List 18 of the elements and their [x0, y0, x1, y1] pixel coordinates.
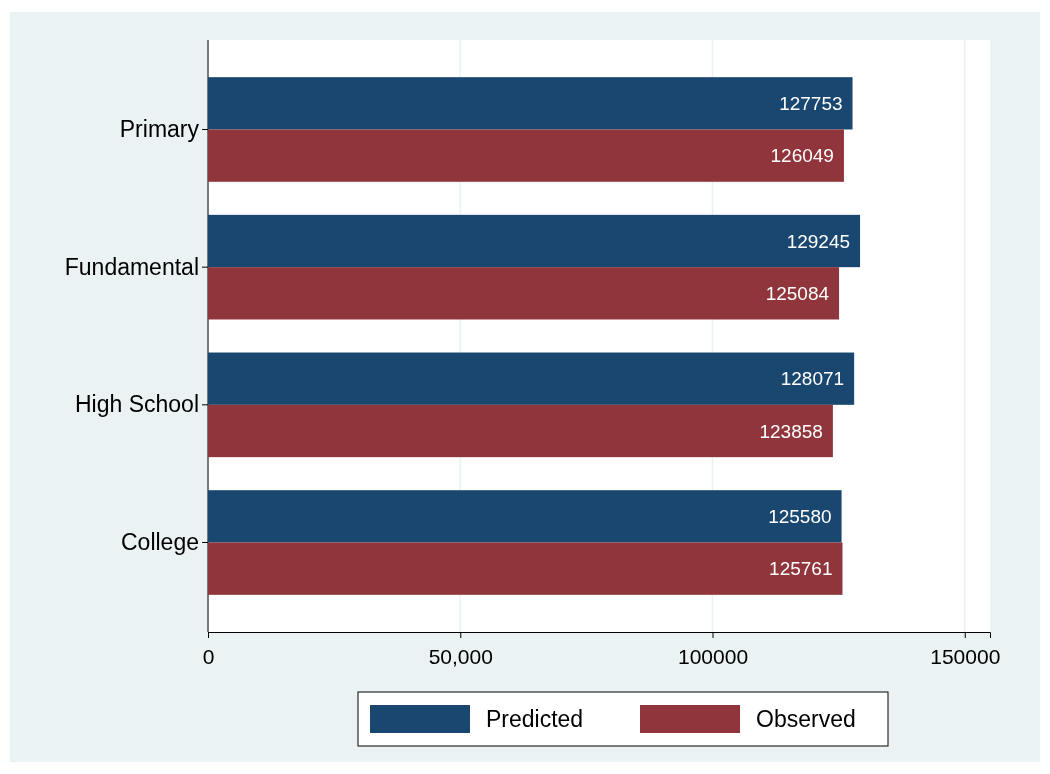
data-label: 128071 [780, 368, 845, 390]
data-label: 127753 [779, 92, 843, 114]
data-label: 126049 [770, 145, 834, 167]
x-tick-label: 100000 [677, 645, 749, 669]
data-label: 123858 [759, 420, 823, 442]
legend-label: Observed [756, 706, 856, 733]
data-label: 129245 [786, 230, 851, 252]
x-tick-label: 150000 [930, 645, 1001, 669]
y-tick-label: College [121, 528, 199, 555]
data-label: 125761 [769, 558, 833, 580]
y-tick-label: Primary [119, 115, 200, 142]
x-tick-label: 0 [202, 645, 215, 669]
data-label: 125084 [765, 282, 830, 304]
y-tick-label: High School [74, 391, 199, 418]
data-label: 125580 [768, 506, 832, 527]
legend-label: Predicted [486, 706, 584, 733]
y-tick-label: Fundamental [64, 253, 199, 280]
x-tick-label: 50,000 [428, 645, 493, 669]
